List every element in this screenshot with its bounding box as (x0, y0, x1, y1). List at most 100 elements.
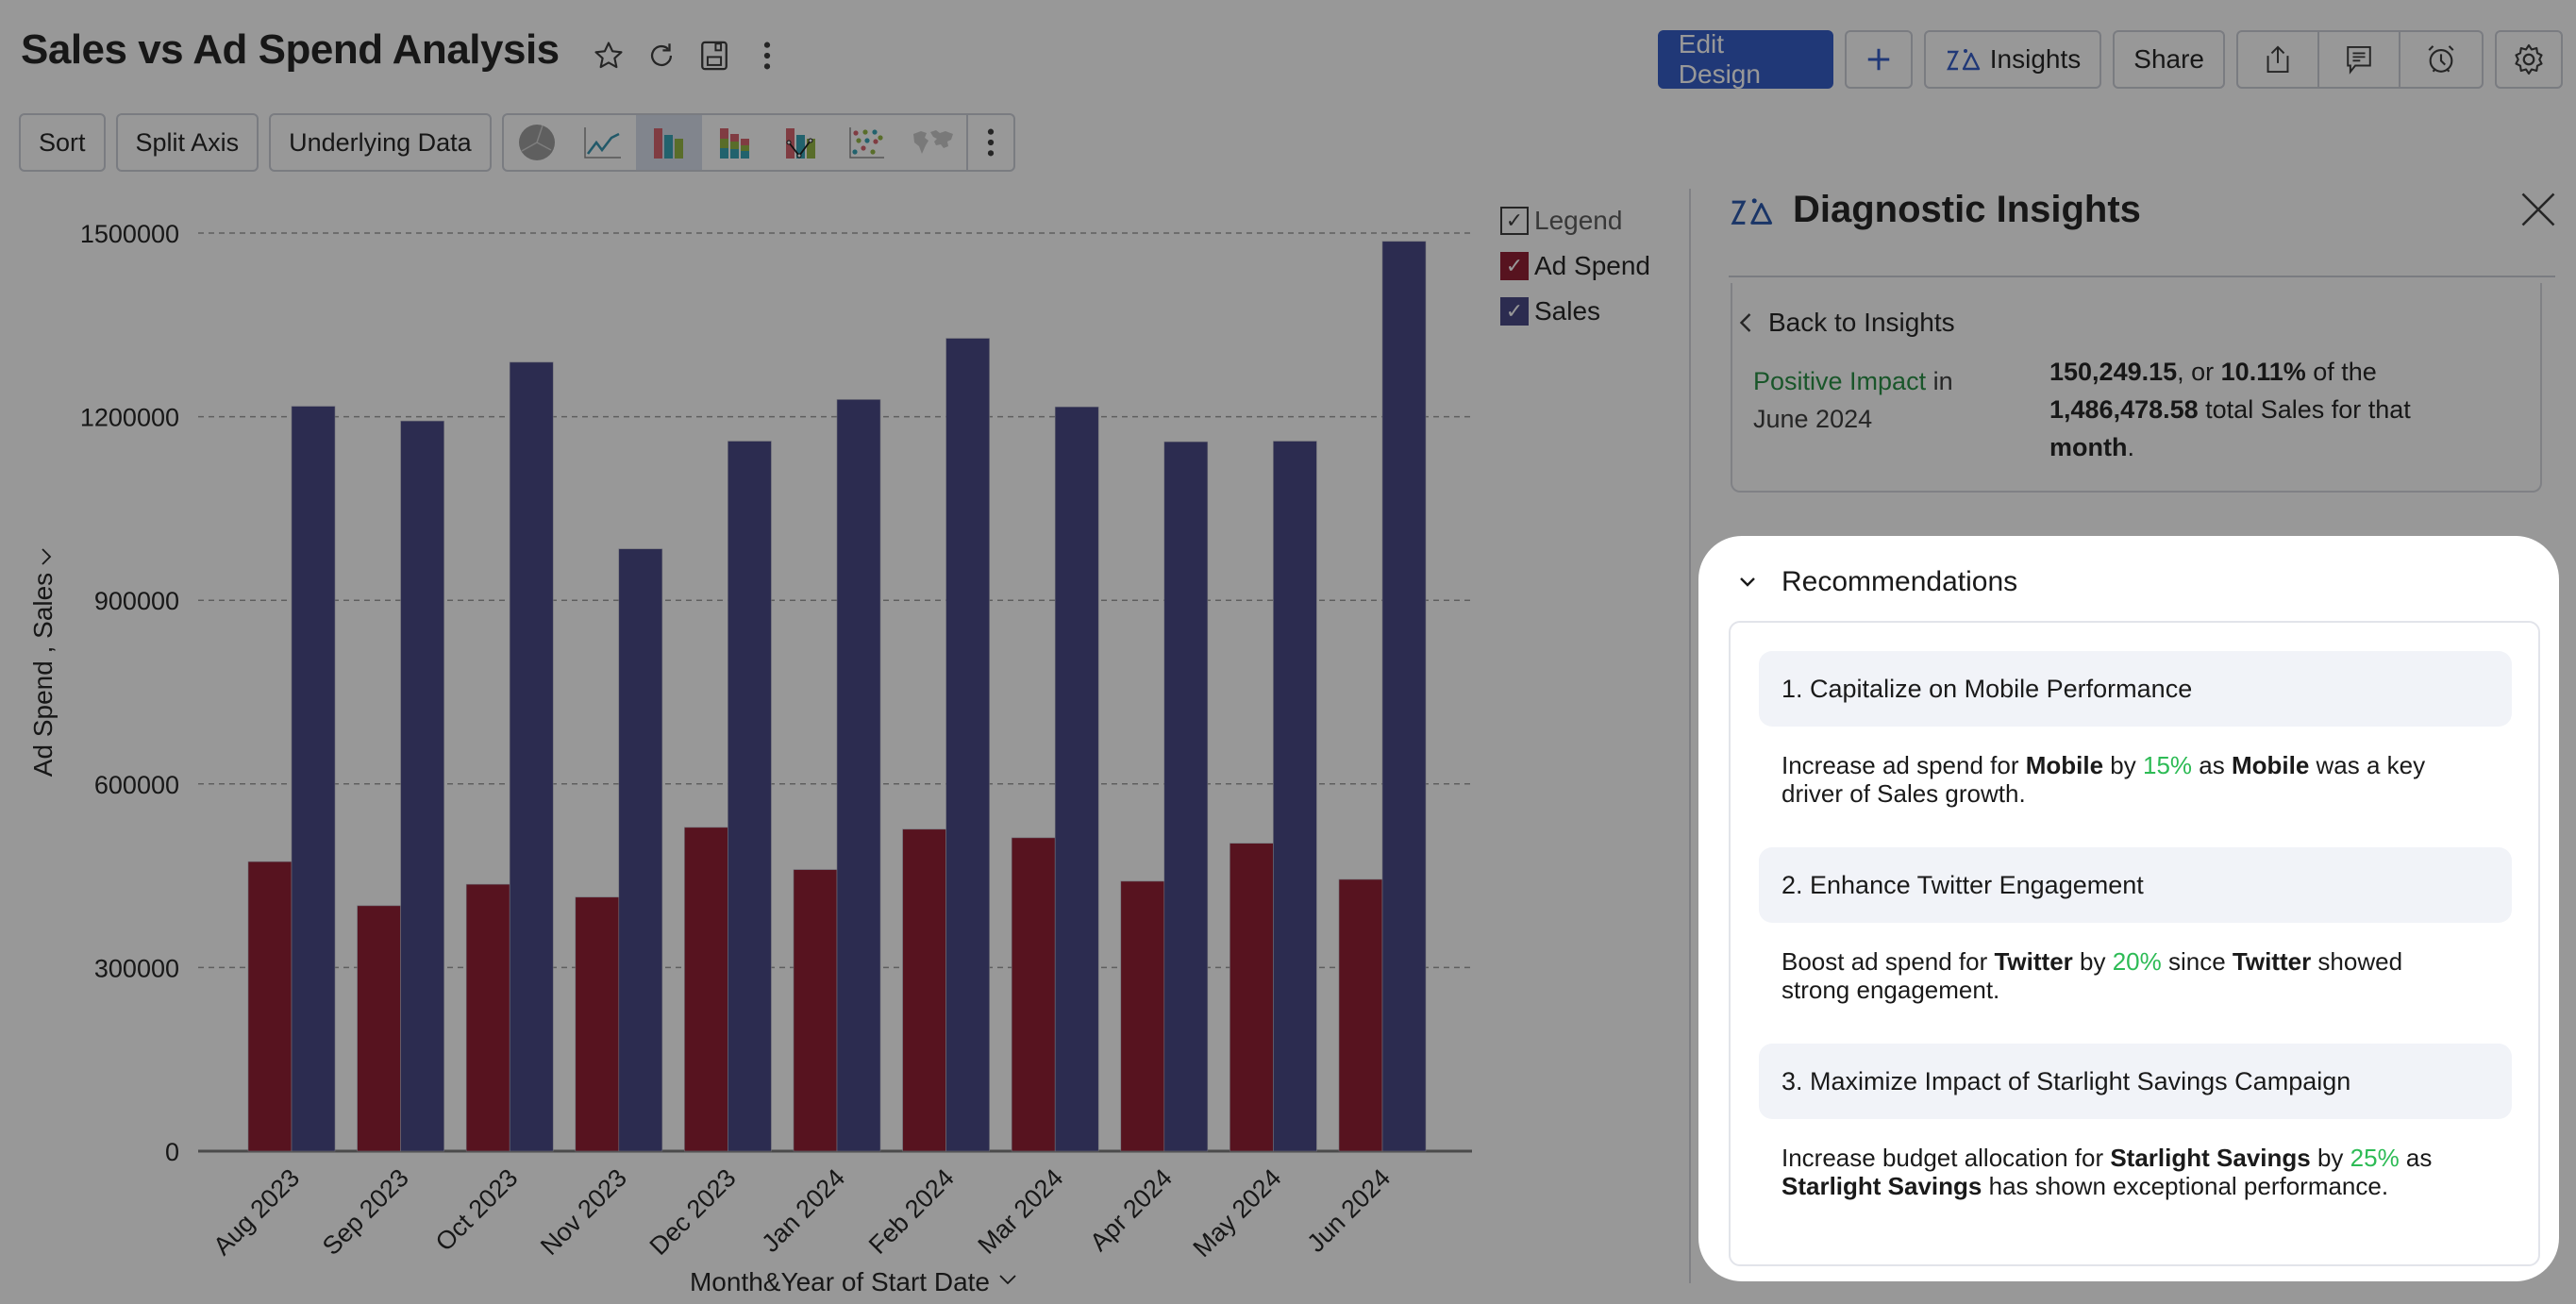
header-actions: Edit Design Insights Share (1657, 29, 2563, 89)
chart-type-combo[interactable] (768, 115, 834, 170)
zia-icon (1731, 198, 1773, 225)
sales-bar[interactable] (509, 361, 554, 1152)
header-icon-group (2236, 30, 2484, 89)
ad-spend-bar[interactable] (902, 828, 946, 1152)
text-segment: Increase budget allocation for (1781, 1144, 2111, 1172)
ad-spend-bar[interactable] (793, 869, 838, 1152)
chart-type-scatter[interactable] (834, 115, 900, 170)
insight-card (1731, 283, 2542, 493)
recommendation-heading[interactable]: 2. Enhance Twitter Engagement (1759, 847, 2512, 923)
recommendation-description: Increase ad spend for Mobile by 15% as M… (1759, 727, 2457, 808)
sort-button[interactable]: Sort (19, 113, 106, 172)
ad-spend-bar[interactable] (247, 861, 293, 1152)
legend-checkbox[interactable]: ✓ (1500, 207, 1529, 235)
x-tick-label: Jan 2024 (756, 1163, 850, 1258)
ad-spend-checkbox[interactable]: ✓ (1500, 252, 1529, 280)
report-title: Sales vs Ad Spend Analysis (21, 26, 560, 73)
alarm-button[interactable] (2400, 32, 2482, 87)
text-segment: was a key driver of Sales growth. (1781, 751, 2426, 808)
close-icon[interactable] (2517, 189, 2559, 230)
text-segment: has shown exceptional performance. (1982, 1172, 2389, 1200)
impact-percent: 10.11% (2220, 358, 2306, 386)
edit-design-button[interactable]: Edit Design (1657, 29, 1833, 89)
ad-spend-bar[interactable] (1120, 880, 1165, 1152)
sales-bar[interactable] (945, 338, 990, 1152)
impact-text: total Sales for that (2198, 395, 2411, 424)
y-tick-label: 1500000 (80, 220, 179, 248)
x-axis-title[interactable]: Month&Year of Start Date (690, 1267, 990, 1296)
recommendation-item: 2. Enhance Twitter Engagement Boost ad s… (1759, 847, 2512, 1004)
ad-spend-bar[interactable] (465, 883, 510, 1152)
back-to-insights-link[interactable]: Back to Insights (1738, 308, 1955, 338)
chart-type-selector (501, 113, 1015, 172)
total-sales: 1,486,478.58 (2049, 395, 2199, 424)
ad-spend-bar[interactable] (684, 827, 728, 1152)
comment-icon (2347, 45, 2371, 75)
chart-type-map[interactable] (900, 115, 966, 170)
ad-spend-bar[interactable] (357, 905, 401, 1152)
sales-bar[interactable] (291, 406, 336, 1152)
refresh-icon[interactable] (643, 34, 680, 77)
export-button[interactable] (2238, 32, 2319, 87)
recommendations-toggle[interactable]: Recommendations (1738, 566, 2017, 598)
recommendations-panel: Recommendations 1. Capitalize on Mobile … (1698, 536, 2559, 1281)
recommendation-item: 3. Maximize Impact of Starlight Savings … (1759, 1044, 2512, 1200)
x-tick-label: Aug 2023 (208, 1163, 305, 1261)
ad-spend-bar[interactable] (1338, 878, 1383, 1152)
ad-spend-bar[interactable] (575, 896, 620, 1152)
legend-item-sales[interactable]: ✓ Sales (1500, 289, 1650, 334)
sales-bar[interactable] (836, 399, 881, 1152)
impact-text: , or (2177, 358, 2221, 386)
stacked-bar-icon (719, 128, 749, 159)
sales-bar[interactable] (618, 548, 663, 1152)
y-axis-title[interactable]: Ad Spend , Sales (28, 573, 58, 777)
insights-label: Insights (1989, 44, 2082, 74)
chart-type-stacked-bar[interactable] (702, 115, 768, 170)
x-tick-label: Feb 2024 (863, 1163, 960, 1260)
more-vertical-icon[interactable] (748, 34, 786, 77)
sales-bar[interactable] (1054, 406, 1099, 1152)
x-tick-label: May 2024 (1188, 1163, 1287, 1262)
share-button[interactable]: Share (2113, 30, 2225, 89)
ad-spend-bar[interactable] (1011, 837, 1056, 1152)
line-chart-icon (583, 127, 621, 159)
y-tick-label: 900000 (94, 587, 179, 615)
chart-legend: ✓ Legend ✓ Ad Spend ✓ Sales (1500, 198, 1650, 334)
sales-checkbox[interactable]: ✓ (1500, 297, 1529, 326)
chart-type-more[interactable] (965, 115, 1013, 170)
text-segment: by (2072, 947, 2113, 976)
sales-bar[interactable] (1163, 441, 1209, 1152)
panel-divider[interactable] (1689, 189, 1691, 1283)
sales-bar[interactable] (400, 420, 444, 1152)
y-tick-label: 600000 (94, 771, 179, 799)
sales-bar[interactable] (1273, 441, 1317, 1152)
legend-item-ad-spend[interactable]: ✓ Ad Spend (1500, 243, 1650, 289)
split-axis-button[interactable]: Split Axis (115, 113, 259, 172)
alarm-icon (2428, 45, 2454, 73)
text-segment: showed strong engagement. (1781, 947, 2403, 1004)
impact-text-bold: month (2049, 433, 2128, 461)
recommendation-heading[interactable]: 1. Capitalize on Mobile Performance (1759, 651, 2512, 727)
add-button[interactable] (1844, 30, 1913, 89)
underlying-data-button[interactable]: Underlying Data (269, 113, 492, 172)
legend-toggle[interactable]: ✓ Legend (1500, 198, 1650, 243)
comment-button[interactable] (2319, 32, 2400, 87)
chart-type-bar[interactable] (635, 115, 702, 170)
chart-type-line[interactable] (570, 115, 636, 170)
sales-bar[interactable] (1381, 241, 1427, 1152)
ad-spend-bar[interactable] (1229, 843, 1274, 1152)
bar-line-combo-icon (785, 128, 815, 159)
y-tick-label: 300000 (94, 954, 179, 982)
chart-type-pie[interactable] (504, 115, 570, 170)
sales-bar[interactable] (728, 441, 772, 1152)
highlight-term: Twitter (2232, 947, 2312, 976)
percent-value: 25% (2350, 1144, 2400, 1172)
star-icon[interactable] (590, 34, 627, 77)
save-icon[interactable] (695, 34, 733, 77)
insights-button[interactable]: Insights (1923, 30, 2102, 89)
legend-label: Sales (1534, 296, 1601, 326)
impact-label: Positive Impact in June 2024 (1753, 362, 1999, 438)
recommendation-heading[interactable]: 3. Maximize Impact of Starlight Savings … (1759, 1044, 2512, 1119)
settings-button[interactable] (2495, 30, 2563, 89)
more-vertical-icon (987, 128, 994, 157)
